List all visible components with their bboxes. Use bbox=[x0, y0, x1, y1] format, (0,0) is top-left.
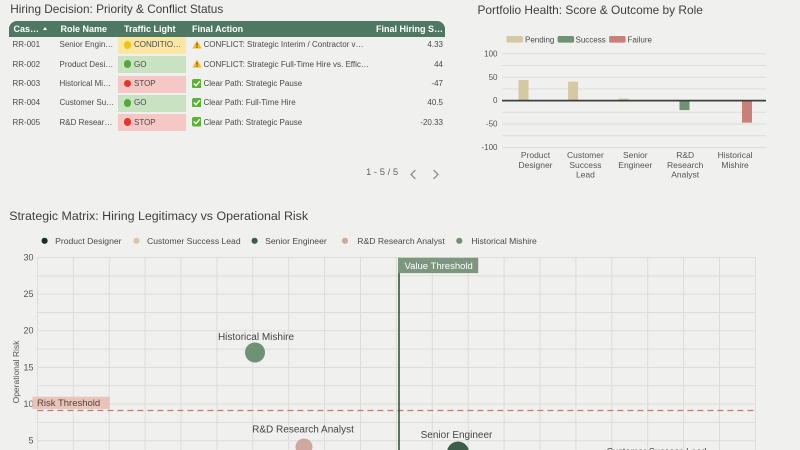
svg-text:10: 10 bbox=[23, 399, 33, 409]
svg-text:Product Designer: Product Designer bbox=[55, 236, 122, 246]
svg-text:Analyst: Analyst bbox=[671, 169, 700, 179]
svg-text:Mishire: Mishire bbox=[721, 160, 749, 170]
svg-text:Lead: Lead bbox=[576, 169, 595, 179]
svg-text:20: 20 bbox=[23, 326, 33, 336]
svg-text:Product: Product bbox=[521, 150, 551, 160]
svg-text:Engineer: Engineer bbox=[618, 160, 652, 170]
svg-text:Designer: Designer bbox=[518, 160, 552, 170]
svg-text:100: 100 bbox=[484, 49, 498, 58]
svg-text:Research: Research bbox=[667, 160, 704, 170]
svg-text:Success: Success bbox=[569, 160, 601, 170]
svg-text:5: 5 bbox=[28, 436, 33, 446]
svg-text:Value Threshold: Value Threshold bbox=[405, 261, 473, 272]
svg-text:R&D Research Analyst: R&D Research Analyst bbox=[357, 236, 445, 246]
svg-text:50: 50 bbox=[489, 73, 498, 82]
svg-text:Failure: Failure bbox=[628, 35, 653, 44]
svg-text:Operational Risk: Operational Risk bbox=[11, 340, 21, 404]
svg-text:Senior: Senior bbox=[623, 150, 648, 160]
svg-text:30: 30 bbox=[23, 252, 33, 262]
svg-text:Historical: Historical bbox=[718, 150, 753, 160]
svg-text:Historical Mishire: Historical Mishire bbox=[471, 236, 537, 246]
svg-text:-100: -100 bbox=[481, 143, 498, 152]
svg-text:Customer: Customer bbox=[567, 150, 604, 160]
svg-text:Customer Success Lead: Customer Success Lead bbox=[606, 447, 706, 450]
svg-text:Senior Engineer: Senior Engineer bbox=[421, 430, 493, 441]
svg-text:15: 15 bbox=[23, 362, 33, 372]
svg-text:Customer Success Lead: Customer Success Lead bbox=[147, 236, 241, 246]
svg-text:0: 0 bbox=[493, 96, 498, 105]
svg-text:Historical Mishire: Historical Mishire bbox=[218, 332, 295, 343]
svg-text:25: 25 bbox=[23, 289, 33, 299]
svg-text:Senior Engineer: Senior Engineer bbox=[265, 236, 327, 246]
svg-text:R&D Research Analyst: R&D Research Analyst bbox=[252, 425, 354, 436]
svg-text:Pending: Pending bbox=[525, 35, 554, 44]
svg-text:Success: Success bbox=[576, 35, 606, 44]
svg-text:Risk Threshold: Risk Threshold bbox=[37, 398, 100, 409]
svg-text:R&D: R&D bbox=[676, 150, 694, 160]
svg-text:-50: -50 bbox=[486, 120, 498, 129]
